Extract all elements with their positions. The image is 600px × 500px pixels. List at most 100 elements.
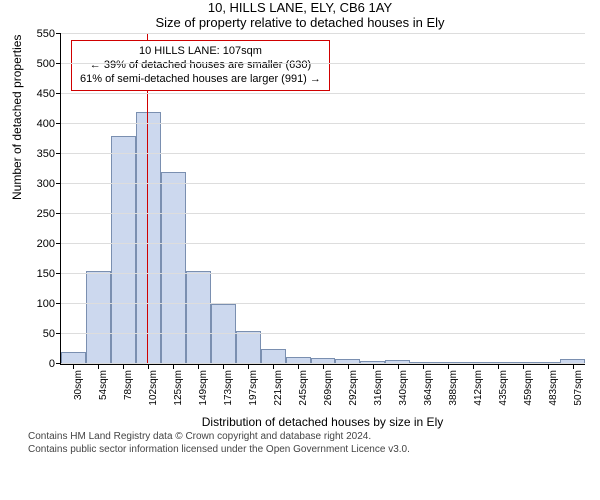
- x-tick-label: 388sqm: [448, 370, 459, 406]
- x-tick: 483sqm: [535, 364, 560, 369]
- page-subtitle: Size of property relative to detached ho…: [0, 15, 600, 30]
- footer-line-2: Contains public sector information licen…: [28, 444, 600, 457]
- x-tick: 54sqm: [86, 364, 111, 369]
- gridline: [61, 363, 585, 364]
- y-tick-label: 100: [37, 298, 55, 310]
- y-tick-label: 450: [37, 88, 55, 100]
- y-tick-label: 500: [37, 58, 55, 70]
- x-tick-label: 125sqm: [173, 370, 184, 406]
- y-tick: [56, 333, 61, 334]
- gridline: [61, 153, 585, 154]
- y-tick: [56, 123, 61, 124]
- y-tick-label: 50: [43, 328, 55, 340]
- x-tick: 125sqm: [161, 364, 186, 369]
- x-tick-label: 435sqm: [498, 370, 509, 406]
- y-tick: [56, 183, 61, 184]
- x-axis-label: Distribution of detached houses by size …: [60, 415, 585, 429]
- chart-area: 30sqm54sqm78sqm102sqm125sqm149sqm173sqm1…: [60, 34, 585, 429]
- x-tick-label: 78sqm: [123, 370, 134, 400]
- bar-slot: 435sqm: [485, 34, 510, 364]
- x-tick-label: 173sqm: [223, 370, 234, 406]
- bar-slot: 388sqm: [435, 34, 460, 364]
- y-tick-label: 300: [37, 178, 55, 190]
- x-tick-label: 316sqm: [373, 370, 384, 406]
- x-tick-label: 197sqm: [248, 370, 259, 406]
- x-tick-label: 340sqm: [398, 370, 409, 406]
- gridline: [61, 303, 585, 304]
- bar-slot: 507sqm: [560, 34, 585, 364]
- y-axis-label: Number of detached properties: [10, 35, 24, 200]
- bar: [186, 271, 211, 364]
- x-tick: 173sqm: [211, 364, 236, 369]
- x-tick: 340sqm: [385, 364, 410, 369]
- x-tick-label: 483sqm: [548, 370, 559, 406]
- bar: [261, 349, 286, 364]
- y-tick: [56, 63, 61, 64]
- x-tick: 364sqm: [410, 364, 435, 369]
- callout-box: 10 HILLS LANE: 107sqm ← 39% of detached …: [71, 40, 330, 91]
- callout-line-1: 10 HILLS LANE: 107sqm: [80, 45, 321, 59]
- x-tick-label: 221sqm: [273, 370, 284, 406]
- x-tick-label: 149sqm: [198, 370, 209, 406]
- y-tick: [56, 153, 61, 154]
- y-tick-label: 0: [49, 358, 55, 370]
- x-tick: 269sqm: [311, 364, 336, 369]
- x-tick: 292sqm: [335, 364, 360, 369]
- gridline: [61, 213, 585, 214]
- gridline: [61, 123, 585, 124]
- x-tick-label: 412sqm: [473, 370, 484, 406]
- plot-area: 30sqm54sqm78sqm102sqm125sqm149sqm173sqm1…: [60, 34, 585, 365]
- gridline: [61, 33, 585, 34]
- y-tick-label: 400: [37, 118, 55, 130]
- x-tick-label: 507sqm: [573, 370, 584, 406]
- gridline: [61, 273, 585, 274]
- x-tick-label: 245sqm: [298, 370, 309, 406]
- y-tick: [56, 243, 61, 244]
- y-tick: [56, 303, 61, 304]
- bar-slot: 412sqm: [460, 34, 485, 364]
- x-tick: 221sqm: [261, 364, 286, 369]
- y-tick: [56, 213, 61, 214]
- gridline: [61, 333, 585, 334]
- callout-line-2: ← 39% of detached houses are smaller (63…: [80, 59, 321, 73]
- y-tick: [56, 93, 61, 94]
- gridline: [61, 63, 585, 64]
- callout-line-3: 61% of semi-detached houses are larger (…: [80, 73, 321, 87]
- y-tick-label: 250: [37, 208, 55, 220]
- bar-slot: 340sqm: [385, 34, 410, 364]
- x-tick: 102sqm: [136, 364, 161, 369]
- x-tick: 245sqm: [286, 364, 311, 369]
- x-tick-label: 292sqm: [348, 370, 359, 406]
- bar-slot: 459sqm: [510, 34, 535, 364]
- footer: Contains HM Land Registry data © Crown c…: [0, 431, 600, 456]
- bar: [111, 136, 136, 364]
- bar-slot: 483sqm: [535, 34, 560, 364]
- x-tick-label: 459sqm: [523, 370, 534, 406]
- y-tick-label: 200: [37, 238, 55, 250]
- gridline: [61, 183, 585, 184]
- y-tick: [56, 273, 61, 274]
- y-tick-label: 350: [37, 148, 55, 160]
- x-tick: 412sqm: [460, 364, 485, 369]
- x-tick: 435sqm: [485, 364, 510, 369]
- x-tick: 316sqm: [360, 364, 385, 369]
- x-tick: 197sqm: [236, 364, 261, 369]
- bar-slot: 364sqm: [410, 34, 435, 364]
- y-tick: [56, 33, 61, 34]
- x-tick-label: 102sqm: [148, 370, 159, 406]
- x-tick: 459sqm: [510, 364, 535, 369]
- page-title: 10, HILLS LANE, ELY, CB6 1AY: [0, 0, 600, 15]
- y-tick: [56, 363, 61, 364]
- x-tick: 149sqm: [186, 364, 211, 369]
- x-tick-label: 269sqm: [323, 370, 334, 406]
- footer-line-1: Contains HM Land Registry data © Crown c…: [28, 431, 600, 444]
- x-tick-label: 30sqm: [73, 370, 84, 400]
- bar: [211, 304, 236, 364]
- bar: [236, 331, 261, 364]
- bar-slot: 316sqm: [360, 34, 385, 364]
- y-tick-label: 150: [37, 268, 55, 280]
- x-tick: 507sqm: [560, 364, 585, 369]
- x-tick-label: 364sqm: [423, 370, 434, 406]
- x-tick: 78sqm: [111, 364, 136, 369]
- x-tick: 30sqm: [61, 364, 86, 369]
